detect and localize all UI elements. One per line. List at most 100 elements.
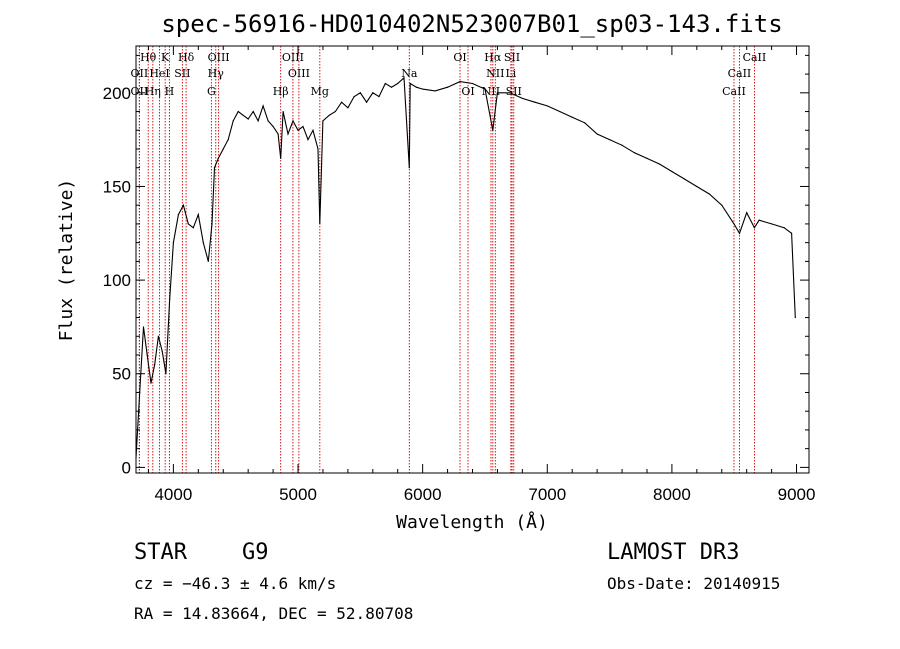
spectrum-point xyxy=(297,129,299,131)
spectral-line-label: K xyxy=(161,51,170,64)
spectrum-point xyxy=(161,350,163,352)
spectrum-point xyxy=(459,80,461,83)
spectrum-point xyxy=(708,193,710,195)
x-tick-label: 6000 xyxy=(404,485,442,504)
coordinates: RA = 14.83664, DEC = 52.80708 xyxy=(134,604,414,623)
spectrum-point xyxy=(217,157,219,159)
y-tick-label: 100 xyxy=(103,271,131,290)
spectrum-point xyxy=(721,204,723,206)
axis-ticks: 4000 5000 6000 7000 8000 9000 0 50 100 150 200 xyxy=(103,46,816,504)
spectrum-point xyxy=(608,139,611,141)
spectrum-point xyxy=(397,82,399,85)
spectrum-point xyxy=(292,120,294,122)
spectrum-point xyxy=(197,213,199,216)
spectrum-point xyxy=(277,133,279,135)
spectrum-point xyxy=(696,185,698,188)
spectrum-point xyxy=(596,133,598,135)
spectrum-point xyxy=(222,148,224,150)
spectrum-point xyxy=(177,213,179,216)
spectral-line-label: Na xyxy=(401,67,418,80)
spectral-line-label: OIII xyxy=(288,67,310,80)
spectrum-point xyxy=(322,120,324,122)
spectrum-point xyxy=(390,86,393,88)
spectrum-point xyxy=(484,88,486,90)
spectrum-point xyxy=(794,316,796,319)
spectrum-point xyxy=(353,95,355,98)
spectrum-point xyxy=(302,125,304,128)
spectrum-point xyxy=(584,122,586,124)
spectrum-point xyxy=(683,178,685,180)
spectral-line-label: OII xyxy=(131,85,149,98)
redshift-cz: cz = −46.3 ± 4.6 km/s xyxy=(134,574,337,593)
x-axis-label: Wavelength (Å) xyxy=(396,511,548,533)
spectral-line-label: HeI xyxy=(149,67,169,80)
spectrum-point xyxy=(415,86,418,88)
spectrum-point xyxy=(492,129,494,131)
spectrum-point xyxy=(187,223,189,225)
spectrum-point xyxy=(790,232,793,234)
spectrum-point xyxy=(446,86,449,88)
spectral-line-label: CaII xyxy=(722,85,746,98)
spectrum-point xyxy=(319,223,321,225)
observation-date: Obs-Date: 20140915 xyxy=(607,574,781,593)
spectral-line-label: OIII xyxy=(208,51,230,64)
spectrum-point xyxy=(658,163,661,165)
x-tick-label: 9000 xyxy=(778,485,816,504)
spectrum-point xyxy=(646,157,648,159)
spectrum-point xyxy=(359,92,361,94)
spectrum-point xyxy=(559,110,561,113)
spectrum-point xyxy=(496,92,499,94)
spectrum-point xyxy=(365,101,368,103)
spectral-line-label: SII xyxy=(504,51,520,64)
y-tick-label: 0 xyxy=(122,458,131,477)
spectrum-point xyxy=(182,204,184,206)
spectral-line-label: SII xyxy=(506,85,522,98)
spectrum-point xyxy=(247,118,249,120)
spectral-line-label: NII xyxy=(486,67,504,80)
spectrum-point xyxy=(312,129,314,131)
spectrum-point xyxy=(334,110,337,113)
spectral-line-label: CaII xyxy=(728,67,752,80)
object-class: STAR xyxy=(134,540,187,565)
y-tick-label: 200 xyxy=(103,84,131,103)
spectrum-point xyxy=(172,242,174,244)
spectrum-point xyxy=(146,354,148,356)
spectral-line-label: G xyxy=(207,85,216,98)
spectrum-point xyxy=(783,227,785,229)
spectral-line-label: Hα xyxy=(484,51,502,64)
spectrum-point xyxy=(571,116,573,118)
spectrum-point xyxy=(328,114,330,116)
spectrum-point xyxy=(213,167,216,169)
x-tick-label: 5000 xyxy=(279,485,317,504)
spectrum-point xyxy=(372,92,374,94)
spectrum-point xyxy=(280,157,282,159)
y-tick-label: 50 xyxy=(112,365,131,384)
chart-title: spec-56916-HD010402N523007B01_sp03-143.f… xyxy=(161,10,782,38)
y-axis-label: Flux (relative) xyxy=(56,179,77,342)
spectral-line-label: Mg xyxy=(311,85,329,98)
spectrum-point xyxy=(621,144,623,146)
spectral-line-label: OI xyxy=(453,51,466,64)
spectrum-point xyxy=(169,298,171,300)
spectrum-point xyxy=(434,90,436,92)
spectrum-point xyxy=(192,227,194,229)
spectrum-point xyxy=(142,326,145,328)
spectrum-point xyxy=(534,101,536,103)
spectrum-point xyxy=(384,82,386,85)
spectrum-point xyxy=(521,97,523,100)
spectral-line-label: Li xyxy=(505,67,516,80)
spectrum-point xyxy=(165,373,167,375)
spectrum-point xyxy=(157,335,160,337)
spectral-line-label: Hθ xyxy=(140,51,157,64)
spectral-subclass: G9 xyxy=(242,540,269,565)
survey-name: LAMOST DR3 xyxy=(607,540,740,565)
spectrum-point xyxy=(746,212,748,214)
spectrum-point xyxy=(267,120,269,122)
spectrum-point xyxy=(733,223,735,225)
spectrum-line xyxy=(135,76,796,459)
spectrum-point xyxy=(307,139,309,141)
spectral-line-label: CaII xyxy=(743,51,767,64)
spectral-line-label: Hη xyxy=(145,85,161,98)
spectrum-point xyxy=(633,152,636,154)
